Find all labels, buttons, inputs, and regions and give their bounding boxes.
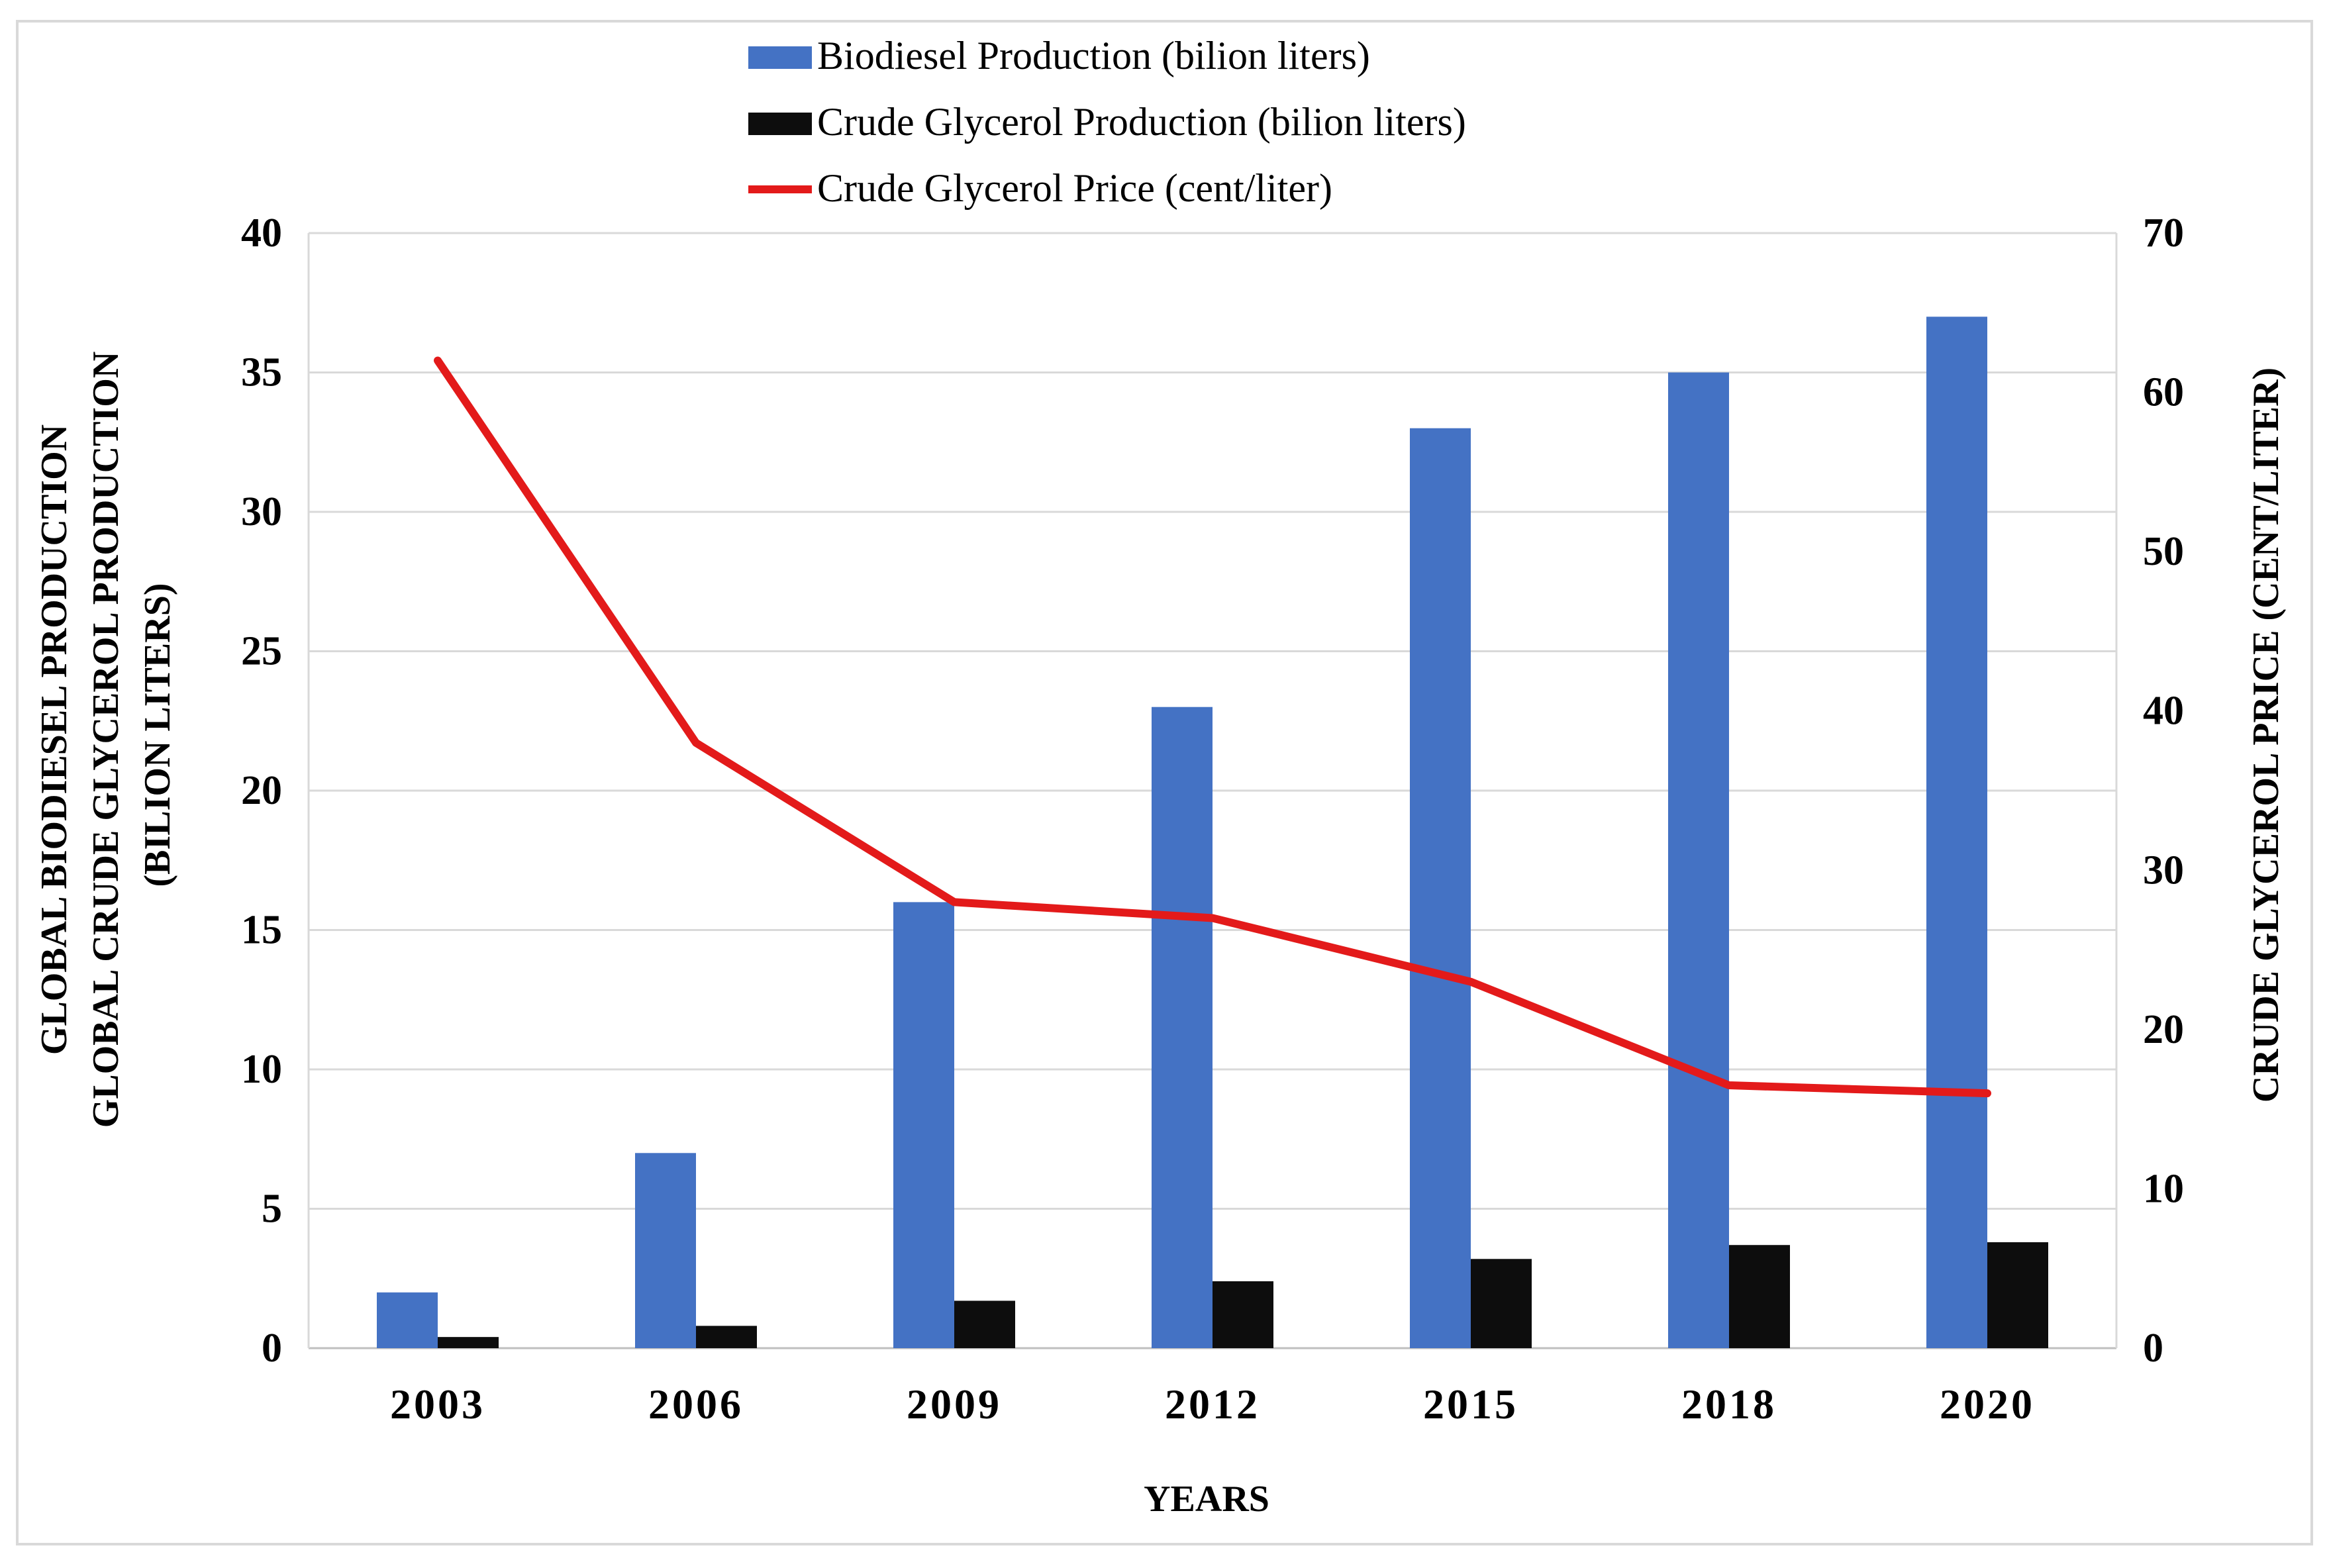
legend-swatch-crude-glycerol xyxy=(748,113,812,135)
price-line-path xyxy=(434,356,1991,1098)
bar-biodiesel-2009 xyxy=(893,902,954,1348)
bar-biodiesel-2006 xyxy=(635,1153,696,1348)
y2-tick-20: 20 xyxy=(2143,1007,2184,1052)
x-axis-ticks: 2003 2006 2009 2012 2015 2018 2020 xyxy=(390,1381,2035,1428)
right-axis-ticks: 0 10 20 30 40 50 60 70 xyxy=(2143,211,2184,1371)
y-axis-title: GLOBAL BIODIESEL PRODUCTION GLOBAL CRUDE… xyxy=(34,342,178,1128)
gridlines xyxy=(309,232,2116,1210)
x-tick-2006: 2006 xyxy=(648,1381,744,1428)
bar-biodiesel-2015 xyxy=(1410,428,1471,1349)
price-line xyxy=(434,356,1991,1098)
y2-tick-40: 40 xyxy=(2143,689,2184,734)
y-axis-title-line-1: GLOBAL BIODIESEL PRODUCTION xyxy=(34,424,75,1055)
left-axis-ticks: 0 5 10 15 20 25 30 35 40 xyxy=(241,211,282,1371)
bar-crude-glycerol-2015 xyxy=(1471,1259,1532,1348)
y-axis-title-line-2: GLOBAL CRUDE GLYCEROL PRODUCTION xyxy=(85,352,126,1128)
legend: Biodiesel Production (bilion liters) Cru… xyxy=(748,34,1466,210)
bar-biodiesel-2003 xyxy=(377,1292,438,1348)
y-tick-0: 0 xyxy=(262,1326,282,1371)
x-tick-2018: 2018 xyxy=(1681,1381,1777,1428)
x-tick-2012: 2012 xyxy=(1165,1381,1260,1428)
bar-crude-glycerol-2009 xyxy=(954,1300,1015,1348)
legend-label-crude-glycerol: Crude Glycerol Production (bilion liters… xyxy=(817,100,1466,144)
bar-biodiesel-2012 xyxy=(1152,707,1213,1348)
bar-crude-glycerol-2006 xyxy=(696,1326,757,1348)
y-tick-20: 20 xyxy=(241,768,282,813)
y2-tick-60: 60 xyxy=(2143,370,2184,415)
x-axis-title: YEARS xyxy=(1144,1479,1269,1520)
y2-tick-50: 50 xyxy=(2143,529,2184,574)
y2-tick-30: 30 xyxy=(2143,848,2184,893)
y2-axis-title: CRUDE GLYCEROL PRICE (CENT/LITER) xyxy=(2246,368,2287,1102)
y-tick-15: 15 xyxy=(241,908,282,953)
bar-biodiesel-2018 xyxy=(1668,372,1729,1348)
legend-label-price: Crude Glycerol Price (cent/liter) xyxy=(817,166,1332,210)
y-tick-40: 40 xyxy=(241,211,282,256)
x-tick-2003: 2003 xyxy=(390,1381,485,1428)
y-axis-title-line-3: (BILION LITERS) xyxy=(137,583,178,887)
bars xyxy=(377,317,2048,1349)
legend-label-biodiesel: Biodiesel Production (bilion liters) xyxy=(817,34,1370,77)
x-tick-2009: 2009 xyxy=(907,1381,1002,1428)
bar-crude-glycerol-2003 xyxy=(438,1337,499,1348)
y2-tick-0: 0 xyxy=(2143,1326,2163,1371)
bar-crude-glycerol-2012 xyxy=(1213,1281,1273,1348)
y2-tick-10: 10 xyxy=(2143,1166,2184,1211)
x-tick-2020: 2020 xyxy=(1940,1381,2035,1428)
bar-crude-glycerol-2020 xyxy=(1987,1242,2048,1348)
x-tick-2015: 2015 xyxy=(1423,1381,1518,1428)
bar-crude-glycerol-2018 xyxy=(1729,1245,1790,1348)
y-tick-10: 10 xyxy=(241,1047,282,1092)
bar-biodiesel-2020 xyxy=(1926,317,1987,1348)
y-tick-35: 35 xyxy=(241,350,282,395)
y-tick-30: 30 xyxy=(241,489,282,534)
y2-tick-70: 70 xyxy=(2143,211,2184,256)
y-tick-25: 25 xyxy=(241,629,282,674)
y-tick-5: 5 xyxy=(262,1187,282,1232)
legend-swatch-biodiesel xyxy=(748,46,812,69)
